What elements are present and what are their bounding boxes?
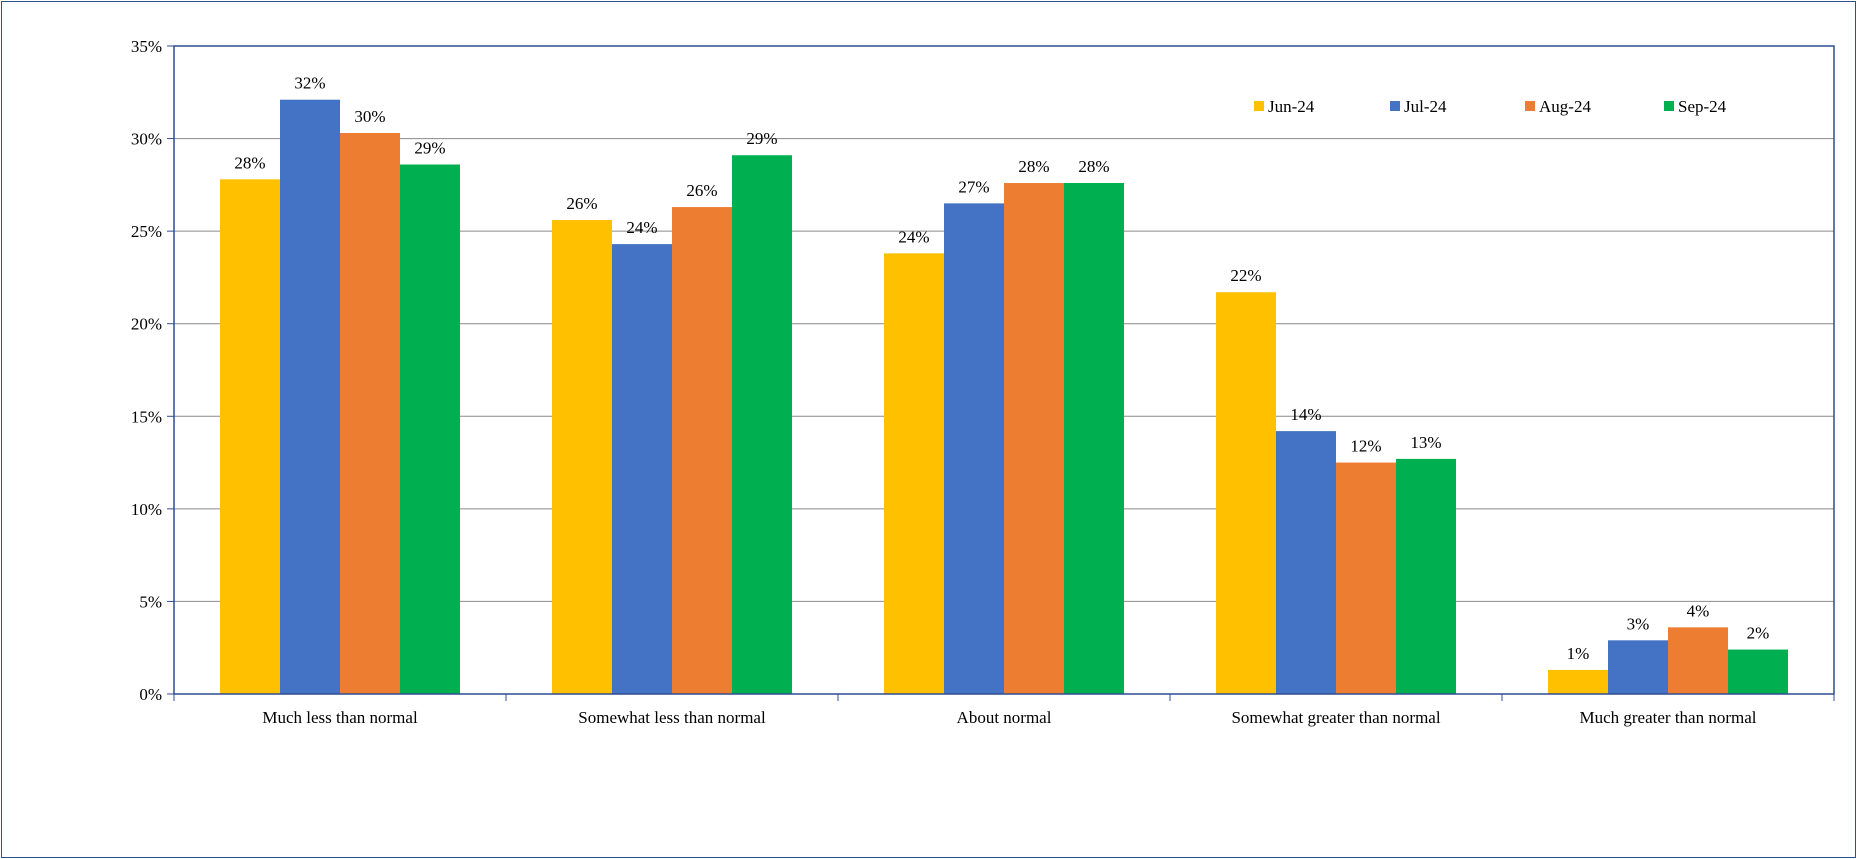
data-label: 2% xyxy=(1747,624,1770,643)
y-tick-label: 25% xyxy=(131,222,162,241)
data-label: 13% xyxy=(1410,433,1441,452)
data-label: 1% xyxy=(1567,644,1590,663)
y-tick-label: 15% xyxy=(131,407,162,426)
y-tick-label: 30% xyxy=(131,130,162,149)
legend-swatch xyxy=(1390,101,1400,111)
bar-jun-24 xyxy=(884,253,944,695)
bar-jun-24 xyxy=(220,179,280,694)
bar-jul-24 xyxy=(612,244,672,695)
bar-jun-24 xyxy=(1548,669,1608,694)
data-label: 32% xyxy=(294,74,325,93)
data-label: 22% xyxy=(1230,266,1261,285)
legend: Jun-24 Jul-24 Aug-24 Sep-24 xyxy=(1254,97,1727,116)
legend-label: Jul-24 xyxy=(1404,97,1447,116)
data-labels: 28% 32% 30% 29% 26% 24% 26% 29% 24% 27% 28% 28% 22% 1… xyxy=(234,74,1769,663)
bars xyxy=(220,99,1788,695)
data-label: 26% xyxy=(566,194,597,213)
bar-jul-24 xyxy=(944,203,1004,694)
x-category-label: Somewhat less than normal xyxy=(578,708,766,727)
data-label: 24% xyxy=(626,218,657,237)
bar-aug-24 xyxy=(672,207,732,694)
bar-sep-24 xyxy=(1728,649,1788,694)
bar-jul-24 xyxy=(280,99,340,695)
legend-label: Aug-24 xyxy=(1539,97,1591,116)
x-axis-categories: Much less than normal Somewhat less than … xyxy=(262,708,1756,727)
legend-swatch xyxy=(1254,101,1264,111)
data-label: 28% xyxy=(1018,157,1049,176)
data-label: 29% xyxy=(746,129,777,148)
y-axis-ticks: 0% 5% 10% 15% 20% 25% 30% 35% xyxy=(131,37,174,704)
y-tick-label: 5% xyxy=(139,592,162,611)
legend-swatch xyxy=(1664,101,1674,111)
legend-label: Sep-24 xyxy=(1678,97,1727,116)
bar-aug-24 xyxy=(1668,627,1728,694)
bar-sep-24 xyxy=(732,155,792,695)
bar-jul-24 xyxy=(1276,431,1336,694)
data-label: 4% xyxy=(1687,601,1710,620)
data-label: 29% xyxy=(414,138,445,157)
bar-aug-24 xyxy=(1336,462,1396,694)
bar-aug-24 xyxy=(1004,183,1064,694)
bar-sep-24 xyxy=(1064,183,1124,694)
y-tick-label: 20% xyxy=(131,315,162,334)
y-tick-label: 10% xyxy=(131,500,162,519)
bar-jul-24 xyxy=(1608,640,1668,694)
x-category-label: About normal xyxy=(957,708,1052,727)
data-label: 24% xyxy=(898,227,929,246)
data-label: 28% xyxy=(234,153,265,172)
plot-area-border xyxy=(173,45,1835,695)
data-label: 3% xyxy=(1627,614,1650,633)
y-tick-label: 35% xyxy=(131,37,162,56)
data-label: 14% xyxy=(1290,405,1321,424)
data-label: 27% xyxy=(958,177,989,196)
y-tick-label: 0% xyxy=(139,685,162,704)
bar-sep-24 xyxy=(1396,458,1456,694)
legend-swatch xyxy=(1525,101,1535,111)
bar-jun-24 xyxy=(1216,292,1276,694)
bar-sep-24 xyxy=(400,164,460,694)
bar-jun-24 xyxy=(552,220,612,694)
axes xyxy=(173,45,1835,701)
x-category-label: Somewhat greater than normal xyxy=(1231,708,1440,727)
data-label: 12% xyxy=(1350,437,1381,456)
data-label: 28% xyxy=(1078,157,1109,176)
bar-aug-24 xyxy=(340,133,400,694)
data-label: 30% xyxy=(354,107,385,126)
x-category-label: Much less than normal xyxy=(262,708,418,727)
x-category-label: Much greater than normal xyxy=(1579,708,1756,727)
legend-label: Jun-24 xyxy=(1268,97,1315,116)
data-label: 26% xyxy=(686,181,717,200)
